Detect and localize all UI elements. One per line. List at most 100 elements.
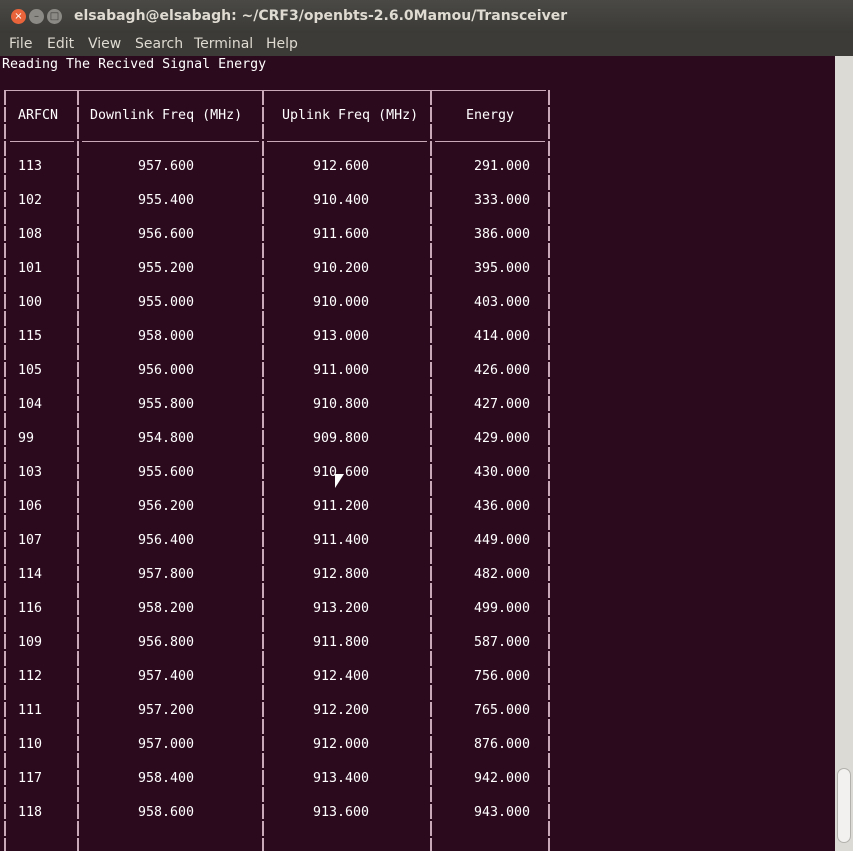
table-cell: 912.000 — [313, 737, 370, 752]
table-cell: 101 — [18, 261, 43, 276]
table-cell: 957.000 — [138, 737, 195, 752]
table-cell: 105 — [18, 363, 43, 378]
table-cell: 913.400 — [313, 771, 370, 786]
column-border — [262, 90, 264, 851]
table-cell: 956.400 — [138, 533, 195, 548]
table-cell: 957.600 — [138, 159, 195, 174]
table-cell: 110 — [18, 737, 43, 752]
maximize-button[interactable]: □ — [47, 9, 62, 24]
minimize-button[interactable]: – — [29, 9, 44, 24]
table-cell: 106 — [18, 499, 43, 514]
mouse-pointer-icon — [335, 474, 344, 488]
table-cell: 765.000 — [474, 703, 531, 718]
table-cell: 909.800 — [313, 431, 370, 446]
table-cell: 403.000 — [474, 295, 531, 310]
table-cell: 482.000 — [474, 567, 531, 582]
table-cell: 116 — [18, 601, 43, 616]
table-cell: 957.800 — [138, 567, 195, 582]
table-cell: 954.800 — [138, 431, 195, 446]
terminal-output[interactable]: Reading The Recived Signal Energy ARFCN … — [0, 56, 835, 851]
menu-search[interactable]: Search — [135, 36, 184, 52]
table-cell: 912.400 — [313, 669, 370, 684]
table-cell: 114 — [18, 567, 43, 582]
table-cell: 118 — [18, 805, 43, 820]
header-downlink: Downlink Freq (MHz) — [90, 108, 243, 123]
table-cell: 913.000 — [313, 329, 370, 344]
table-cell: 104 — [18, 397, 43, 412]
table-cell: 910.200 — [313, 261, 370, 276]
table-cell: 414.000 — [474, 329, 531, 344]
table-cell: 955.400 — [138, 193, 195, 208]
close-button[interactable]: × — [11, 9, 26, 24]
table-cell: 956.200 — [138, 499, 195, 514]
scrollbar-thumb[interactable] — [837, 768, 851, 843]
table-cell: 911.200 — [313, 499, 370, 514]
table-cell: 117 — [18, 771, 43, 786]
table-cell: 956.800 — [138, 635, 195, 650]
menu-view[interactable]: View — [88, 36, 122, 52]
table-cell: 956.000 — [138, 363, 195, 378]
table-cell: 910.400 — [313, 193, 370, 208]
table-cell: 876.000 — [474, 737, 531, 752]
column-border — [4, 90, 6, 851]
table-cell: 911.800 — [313, 635, 370, 650]
table-cell: 587.000 — [474, 635, 531, 650]
table-cell: 910.000 — [313, 295, 370, 310]
table-cell: 291.000 — [474, 159, 531, 174]
table-cell: 395.000 — [474, 261, 531, 276]
menu-terminal[interactable]: Terminal — [194, 36, 254, 52]
header-divider — [82, 141, 259, 142]
menu-file[interactable]: File — [9, 36, 33, 52]
table-cell: 108 — [18, 227, 43, 242]
table-cell: 109 — [18, 635, 43, 650]
header-uplink: Uplink Freq (MHz) — [282, 108, 419, 123]
table-cell: 913.600 — [313, 805, 370, 820]
table-cell: 956.600 — [138, 227, 195, 242]
table-cell: 958.200 — [138, 601, 195, 616]
table-cell: 913.200 — [313, 601, 370, 616]
table-cell: 103 — [18, 465, 43, 480]
menu-edit[interactable]: Edit — [47, 36, 75, 52]
table-cell: 113 — [18, 159, 43, 174]
scrollbar[interactable] — [835, 56, 853, 851]
column-border — [77, 90, 79, 851]
table-cell: 499.000 — [474, 601, 531, 616]
table-cell: 112 — [18, 669, 43, 684]
table-cell: 955.600 — [138, 465, 195, 480]
table-cell: 955.800 — [138, 397, 195, 412]
menu-help[interactable]: Help — [266, 36, 298, 52]
table-cell: 911.400 — [313, 533, 370, 548]
menu-bar: File Edit View Search Terminal Help — [0, 33, 853, 56]
table-cell: 912.800 — [313, 567, 370, 582]
table-cell: 449.000 — [474, 533, 531, 548]
table-cell: 910.800 — [313, 397, 370, 412]
table-cell: 910.600 — [313, 465, 370, 480]
table-cell: 102 — [18, 193, 43, 208]
table-cell: 430.000 — [474, 465, 531, 480]
table-cell: 943.000 — [474, 805, 531, 820]
table-cell: 426.000 — [474, 363, 531, 378]
table-cell: 111 — [18, 703, 43, 718]
header-energy: Energy — [466, 108, 515, 123]
output-heading: Reading The Recived Signal Energy — [2, 57, 267, 72]
column-border — [430, 90, 432, 851]
table-cell: 427.000 — [474, 397, 531, 412]
table-cell: 911.600 — [313, 227, 370, 242]
table-cell: 955.200 — [138, 261, 195, 276]
table-cell: 436.000 — [474, 499, 531, 514]
table-cell: 958.000 — [138, 329, 195, 344]
window-title: elsabagh@elsabagh: ~/CRF3/openbts-2.6.0M… — [74, 8, 568, 24]
table-cell: 958.400 — [138, 771, 195, 786]
table-cell: 333.000 — [474, 193, 531, 208]
table-cell: 429.000 — [474, 431, 531, 446]
table-cell: 955.000 — [138, 295, 195, 310]
table-cell: 912.200 — [313, 703, 370, 718]
table-cell: 911.000 — [313, 363, 370, 378]
table-cell: 912.600 — [313, 159, 370, 174]
header-divider — [10, 141, 74, 142]
table-cell: 100 — [18, 295, 43, 310]
column-border — [548, 90, 550, 851]
header-divider — [435, 141, 545, 142]
table-cell: 756.000 — [474, 669, 531, 684]
table-cell: 107 — [18, 533, 43, 548]
